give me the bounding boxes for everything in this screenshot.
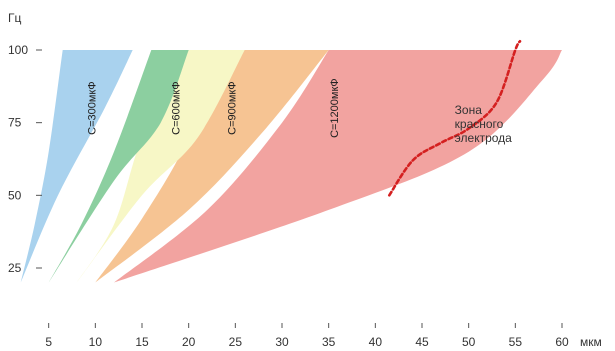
axes: 25 50 75 100 5 10 15 20 25 30 35 40 45 50 55 60 — [8, 43, 569, 349]
series-area-2 — [76, 50, 245, 283]
x-tick-label: 45 — [415, 335, 429, 349]
series-label-2: C=900мкФ — [226, 81, 238, 134]
y-axis-label: Гц — [8, 11, 21, 25]
x-axis-label: мкм — [580, 335, 602, 349]
annotation-line: электрода — [455, 131, 513, 145]
series-area-0 — [20, 50, 133, 283]
series-label-4: C=1200мкФ — [329, 78, 341, 138]
x-tick-label: 50 — [462, 335, 476, 349]
x-tick-label: 40 — [369, 335, 383, 349]
y-tick-label: 50 — [8, 188, 22, 202]
series-area-4 — [114, 50, 562, 283]
annotation-line: красного — [455, 117, 504, 131]
series-label-0: C=300мкФ — [86, 81, 98, 134]
x-tick-label: 55 — [509, 335, 523, 349]
red-electrode-line — [388, 40, 522, 197]
x-tick-label: 15 — [135, 335, 149, 349]
x-tick-label: 5 — [45, 335, 52, 349]
series-labels: C=300мкФ C=600мкФ C=900мкФ C=1200мкФ — [86, 78, 341, 138]
red-electrode-curve — [388, 40, 522, 197]
annotation-line: Зона — [455, 103, 483, 117]
series-areas — [20, 50, 562, 283]
y-tick-label: 25 — [8, 261, 22, 275]
x-tick-label: 10 — [89, 335, 103, 349]
x-tick-label: 35 — [322, 335, 336, 349]
y-tick-label: 75 — [8, 116, 22, 130]
y-tick-label: 100 — [8, 43, 28, 57]
x-tick-label: 30 — [275, 335, 289, 349]
series-label-1: C=600мкФ — [170, 81, 182, 134]
x-tick-label: 60 — [555, 335, 569, 349]
x-tick-label: 25 — [229, 335, 243, 349]
series-area-1 — [48, 50, 189, 283]
series-area-3 — [95, 50, 329, 283]
x-tick-label: 20 — [182, 335, 196, 349]
